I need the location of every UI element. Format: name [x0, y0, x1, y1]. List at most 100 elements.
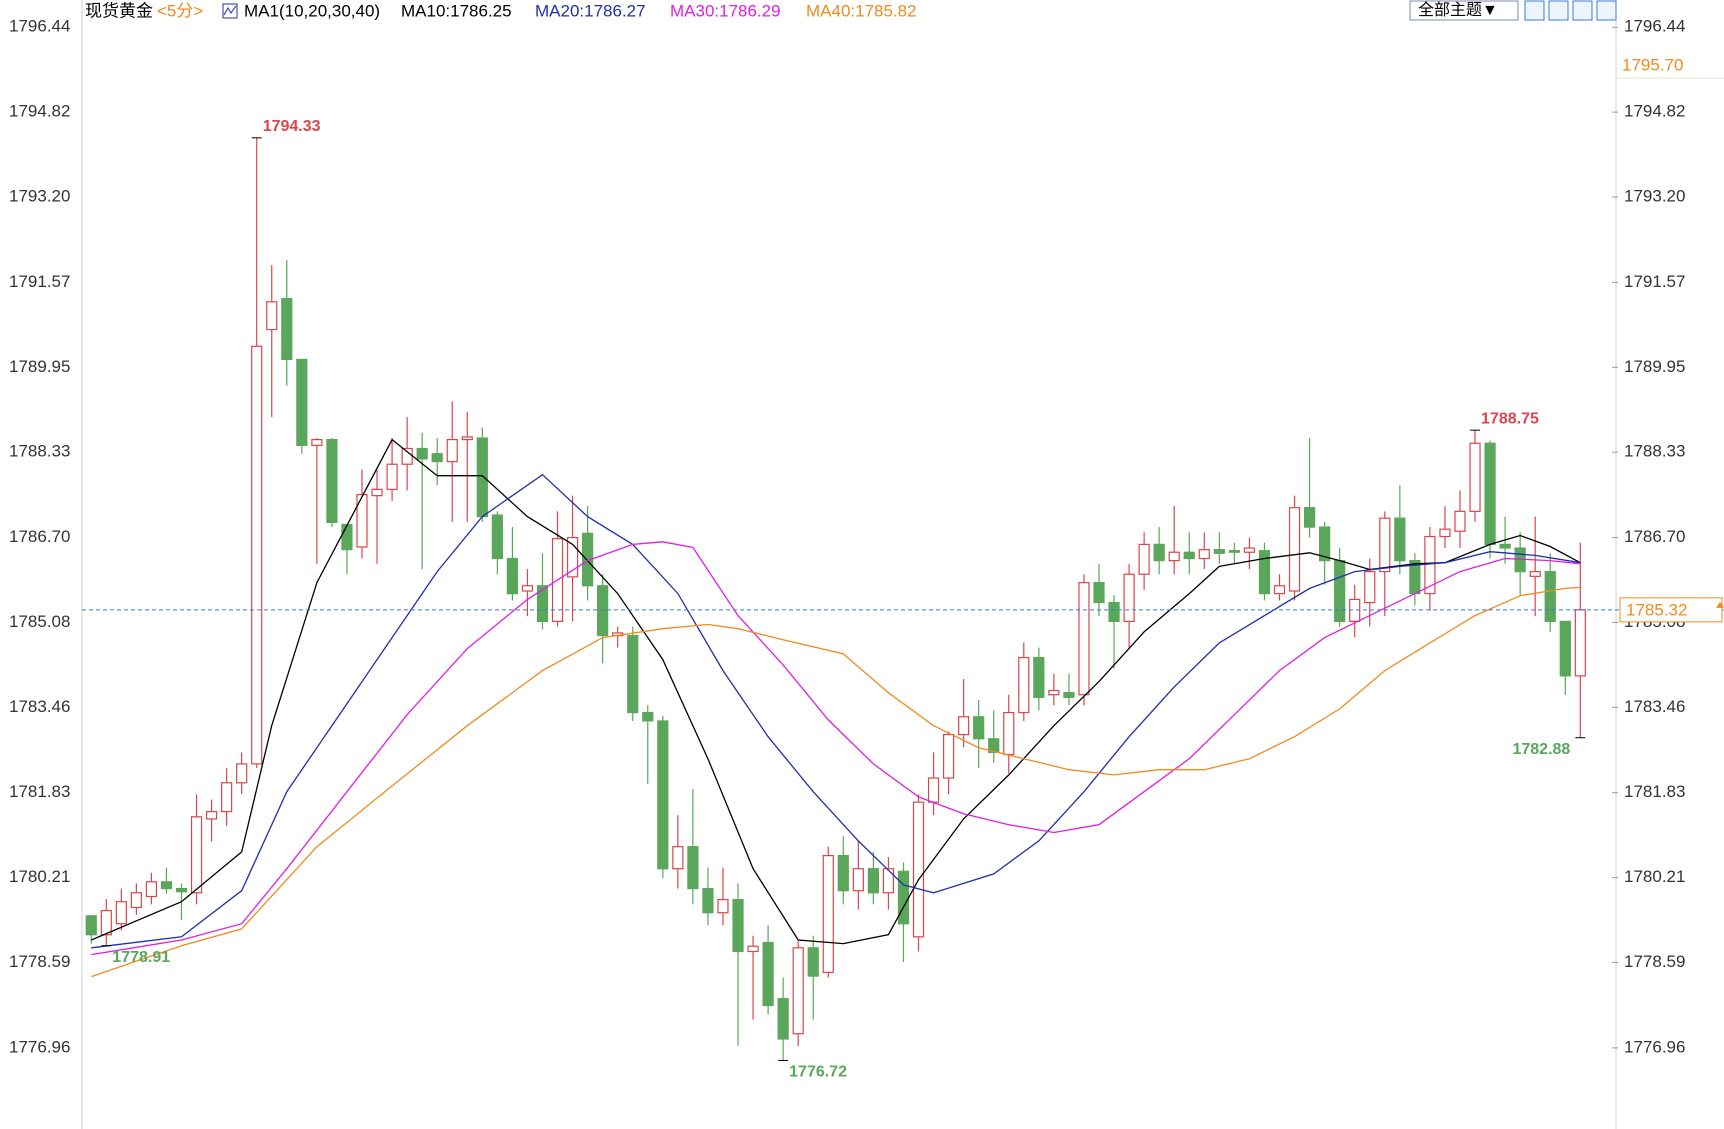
- current-price-arrow: [1716, 601, 1724, 608]
- candle-body: [1439, 528, 1451, 538]
- range-icon[interactable]: [1548, 0, 1569, 21]
- candle-body: [221, 782, 233, 813]
- candle-body: [747, 945, 759, 953]
- candle-body: [1153, 543, 1165, 562]
- candle-body: [837, 854, 849, 892]
- candle-body: [1559, 620, 1571, 677]
- candle-body: [356, 494, 368, 548]
- candle-body: [1544, 571, 1556, 622]
- candle-body: [958, 716, 970, 736]
- candle-body: [1454, 510, 1466, 532]
- theme-button-label: 全部主题▼: [1418, 1, 1498, 19]
- y-tick-label: 1791.57: [9, 272, 70, 291]
- candle-body: [717, 899, 729, 914]
- y-tick-label: 1786.70: [9, 527, 70, 546]
- play-icon[interactable]: [1572, 0, 1593, 21]
- candle-body: [822, 854, 834, 974]
- theme-button[interactable]: [1409, 0, 1519, 21]
- y-tick-label: 1796.44: [9, 17, 70, 36]
- extreme-label: 1778.91: [112, 949, 170, 966]
- y2-tick-label: 1788.33: [1624, 442, 1685, 461]
- indicator-icon[interactable]: [222, 3, 238, 19]
- candle-body: [1093, 582, 1105, 604]
- y2-tick-label: 1794.82: [1624, 102, 1685, 121]
- candle-body: [1033, 656, 1045, 698]
- candle-body: [1319, 526, 1331, 562]
- toolbar-icons: [1524, 0, 1617, 21]
- candle-body: [85, 915, 97, 936]
- current-price-label: 1785.32: [1626, 600, 1687, 619]
- candle-body: [1063, 692, 1075, 698]
- candle-body: [687, 846, 699, 890]
- y-tick-label: 1794.82: [9, 102, 70, 121]
- candle-body: [296, 358, 308, 446]
- candle-body: [461, 436, 473, 441]
- candle-body: [597, 585, 609, 637]
- end-icon[interactable]: [1596, 0, 1617, 21]
- candle-body: [912, 801, 925, 938]
- candle-body: [942, 733, 955, 779]
- candle-body: [1048, 689, 1060, 696]
- candle-body: [326, 438, 338, 523]
- candle-body: [777, 998, 789, 1040]
- candle-body: [491, 514, 503, 560]
- candle-body: [536, 585, 549, 622]
- candle-body: [1303, 507, 1316, 528]
- candle-body: [927, 777, 940, 803]
- candle-body: [476, 437, 488, 518]
- candle-body: [115, 901, 127, 925]
- legend-label: MA10:1786.25: [401, 1, 512, 20]
- candle-body: [1228, 550, 1240, 553]
- candle-body: [1123, 573, 1135, 622]
- candle-body: [251, 345, 263, 765]
- candle-body: [1078, 582, 1090, 696]
- y-tick-label: 1778.59: [9, 952, 70, 971]
- chart-title: 现货黄金: [85, 1, 153, 20]
- candle-body: [627, 634, 639, 714]
- candle-body: [882, 868, 895, 894]
- candle-body: [371, 488, 383, 497]
- zoom-icon[interactable]: [1524, 0, 1545, 21]
- candle-body: [1394, 517, 1406, 562]
- candle-body: [1108, 601, 1120, 622]
- candle-body: [1364, 571, 1376, 604]
- candle-body: [1168, 551, 1180, 562]
- indicator: MA1(10,20,30,40): [244, 1, 380, 20]
- candle-body: [145, 881, 158, 898]
- legend-label: MA40:1785.82: [806, 1, 917, 20]
- candle-body: [1349, 598, 1361, 622]
- extreme-label: 1782.88: [1512, 741, 1570, 758]
- candle-body: [506, 557, 519, 595]
- y2-tick-label: 1776.96: [1624, 1037, 1685, 1056]
- y-tick-label: 1780.21: [9, 867, 70, 886]
- candle-body: [1288, 507, 1301, 592]
- extreme-label: 1788.75: [1481, 410, 1539, 427]
- candle-body: [1529, 571, 1541, 577]
- candle-body: [175, 888, 188, 893]
- candle-body: [566, 536, 579, 578]
- candle-body: [1243, 547, 1256, 553]
- legend-label: MA20:1786.27: [535, 1, 646, 20]
- y2-tick-label: 1780.21: [1624, 867, 1685, 886]
- candle-body: [1574, 609, 1586, 677]
- y-tick-label: 1788.33: [9, 442, 70, 461]
- y2-tick-label: 1778.59: [1624, 952, 1685, 971]
- candle-body: [1424, 535, 1436, 595]
- candle-body: [1334, 560, 1346, 622]
- candle-body: [266, 301, 278, 331]
- y2-tick-label: 1781.83: [1624, 782, 1685, 801]
- current-price-box: [1619, 597, 1723, 623]
- period: <5分>: [157, 1, 203, 20]
- candle-body: [1484, 442, 1496, 545]
- candle-body: [732, 899, 744, 953]
- candle-body: [1469, 442, 1481, 512]
- y2-tick-label: 1786.70: [1624, 527, 1685, 546]
- y2-tick-label: 1783.46: [1624, 697, 1685, 716]
- candle-body: [762, 941, 774, 1007]
- candle-body: [190, 816, 203, 894]
- candle-body: [1273, 585, 1286, 595]
- candle-body: [311, 438, 323, 446]
- ma-line: [91, 586, 1581, 978]
- candle-body: [130, 892, 142, 909]
